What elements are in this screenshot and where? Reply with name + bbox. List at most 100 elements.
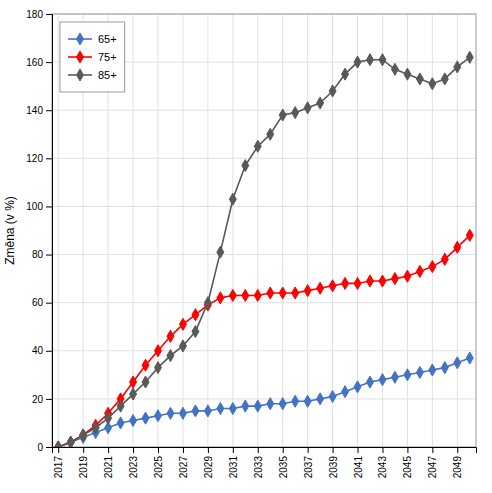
x-tick-label: 2041	[353, 456, 364, 479]
grid-line-x	[207, 14, 208, 447]
y-tick-mark	[46, 14, 52, 15]
series-marker	[416, 73, 423, 85]
x-tick-mark	[382, 447, 383, 453]
x-tick: 2019	[78, 447, 89, 478]
legend-marker	[77, 51, 84, 63]
series-marker	[80, 429, 87, 441]
legend-item: 65+	[68, 33, 117, 45]
x-tick-mark	[208, 447, 209, 453]
x-tick-label: 2027	[178, 456, 189, 479]
y-tick: 20	[32, 394, 52, 405]
series-marker	[329, 390, 336, 402]
legend-item: 75+	[68, 51, 117, 63]
series-marker	[167, 350, 174, 362]
series-marker	[242, 289, 249, 301]
series-marker	[167, 407, 174, 419]
grid-line-x	[282, 14, 283, 447]
x-tick-mark	[358, 447, 359, 453]
x-tick: 2035	[278, 447, 289, 478]
x-tick-mark	[108, 447, 109, 453]
legend-label: 65+	[98, 33, 117, 45]
legend-label: 85+	[98, 69, 117, 81]
series-marker	[67, 436, 74, 447]
series-marker	[466, 51, 473, 63]
x-tick: 2025	[153, 447, 164, 478]
y-tick-label: 80	[32, 249, 44, 260]
grid-line-y	[52, 206, 476, 207]
series-marker	[391, 371, 398, 383]
series-marker	[379, 275, 386, 287]
x-tick-label: 2023	[128, 456, 139, 479]
y-axis-line	[46, 15, 53, 448]
plot: 2017201920212023202520272029203120332035…	[3, 9, 477, 479]
y-tick-mark	[46, 110, 52, 111]
x-tick: 2017	[53, 447, 64, 478]
grid-line-y	[52, 350, 476, 351]
series-marker	[55, 441, 62, 447]
series-marker	[454, 61, 461, 73]
chart: 2017201920212023202520272029203120332035…	[0, 0, 492, 493]
series-marker	[192, 309, 199, 321]
x-tick: 2033	[253, 447, 264, 478]
series-marker	[217, 292, 224, 304]
series-marker	[229, 193, 236, 205]
x-axis: 2017201920212023202520272029203120332035…	[53, 447, 477, 478]
series-line	[58, 358, 470, 447]
series-marker	[342, 68, 349, 80]
series-marker	[105, 412, 112, 424]
series-marker	[391, 63, 398, 75]
x-tick-label: 2049	[452, 456, 463, 479]
y-axis-title: Změna (v %)	[3, 196, 17, 265]
series-marker	[130, 376, 137, 388]
series-marker	[254, 289, 261, 301]
series-marker	[429, 261, 436, 273]
legend-frame	[60, 22, 125, 92]
x-tick-label: 2035	[278, 456, 289, 479]
series-marker	[55, 441, 62, 447]
marks	[55, 51, 473, 447]
x-tick-label: 2031	[228, 456, 239, 479]
x-tick-label: 2019	[78, 456, 89, 479]
y-tick-label: 140	[26, 105, 43, 116]
legend-marker	[77, 69, 84, 81]
x-tick: 2047	[427, 447, 438, 478]
series-marker	[354, 56, 361, 68]
series-marker	[416, 366, 423, 378]
y-tick-label: 120	[26, 153, 43, 164]
series-marker	[304, 102, 311, 114]
series-marker	[179, 340, 186, 352]
series-marker	[80, 429, 87, 441]
series-marker	[342, 277, 349, 289]
series-marker	[229, 289, 236, 301]
y-tick: 120	[26, 153, 52, 164]
series-marker	[429, 364, 436, 376]
x-tick-label: 2025	[153, 456, 164, 479]
y-tick-label: 160	[26, 57, 43, 68]
series-marker	[441, 253, 448, 265]
series-marker	[441, 73, 448, 85]
series-marker	[267, 128, 274, 140]
series-marker	[142, 376, 149, 388]
series-marker	[416, 265, 423, 277]
y-tick-label: 180	[26, 9, 43, 20]
y-axis: 020406080100120140160180	[26, 9, 52, 453]
series	[55, 51, 473, 447]
legend-label: 75+	[98, 51, 117, 63]
series-marker	[404, 369, 411, 381]
series-marker	[329, 85, 336, 97]
series-marker	[279, 287, 286, 299]
x-tick-mark	[407, 447, 408, 453]
grid	[52, 14, 476, 447]
y-tick-label: 40	[32, 345, 44, 356]
x-tick: 2049	[452, 447, 463, 478]
series-marker	[354, 277, 361, 289]
grid-line-x	[457, 14, 458, 447]
x-tick-mark	[133, 447, 134, 453]
x-tick-mark	[158, 447, 159, 453]
series-marker	[142, 412, 149, 424]
series	[55, 352, 473, 447]
series-marker	[192, 405, 199, 417]
series-marker	[342, 386, 349, 398]
y-tick: 100	[26, 201, 52, 212]
x-tick-label: 2033	[253, 456, 264, 479]
